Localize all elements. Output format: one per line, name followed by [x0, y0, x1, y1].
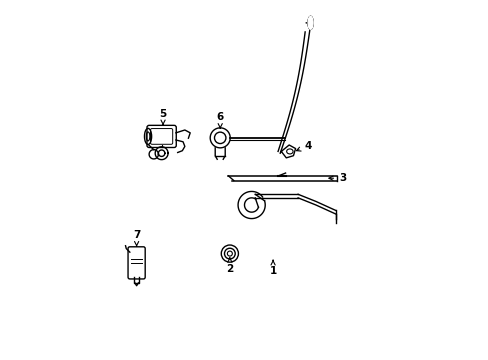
Text: 4: 4: [296, 141, 311, 151]
Text: 3: 3: [328, 173, 346, 183]
Text: 7: 7: [133, 230, 140, 246]
Polygon shape: [307, 17, 312, 29]
Text: 1: 1: [269, 260, 276, 276]
Text: 5: 5: [159, 109, 166, 125]
Text: 2: 2: [226, 258, 233, 274]
Text: 6: 6: [216, 112, 224, 128]
